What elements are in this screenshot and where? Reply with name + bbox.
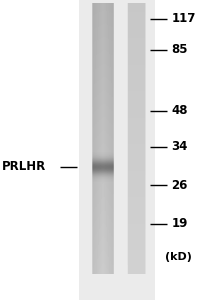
Text: 117: 117 — [171, 12, 196, 25]
Text: (kD): (kD) — [165, 251, 192, 262]
Text: 48: 48 — [171, 104, 188, 118]
Text: 85: 85 — [171, 43, 188, 56]
Text: 19: 19 — [171, 217, 188, 230]
Text: 26: 26 — [171, 179, 188, 192]
Text: 34: 34 — [171, 140, 188, 154]
Text: PRLHR: PRLHR — [2, 160, 46, 173]
